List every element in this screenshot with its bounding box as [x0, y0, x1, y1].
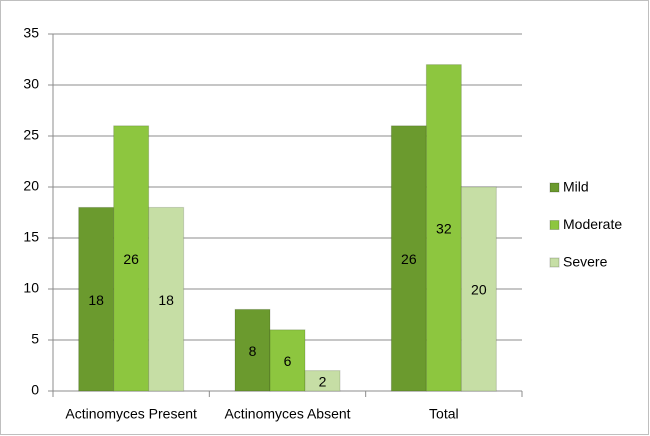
y-tick-label: 25 — [23, 127, 39, 143]
bar — [113, 125, 150, 392]
y-tick-label: 35 — [23, 25, 39, 41]
data-label: 8 — [249, 343, 257, 359]
bar — [390, 125, 427, 392]
y-tick-label: 15 — [23, 229, 39, 245]
legend-label: Mild — [563, 179, 589, 195]
bar — [148, 206, 185, 392]
data-label: 26 — [123, 251, 139, 267]
data-label: 18 — [158, 292, 174, 308]
x-tick-label: Actinomyces Present — [65, 406, 197, 422]
y-tick-label: 10 — [23, 280, 39, 296]
legend-label: Moderate — [563, 216, 622, 232]
data-label: 26 — [401, 251, 417, 267]
data-label: 18 — [88, 292, 104, 308]
y-tick-label: 30 — [23, 76, 39, 92]
y-tick-label: 20 — [23, 178, 39, 194]
legend-label: Severe — [563, 254, 608, 270]
bar — [460, 186, 497, 392]
x-tick-label: Total — [429, 406, 459, 422]
data-label: 20 — [471, 282, 487, 298]
legend-swatch — [549, 220, 560, 230]
bar — [269, 329, 306, 392]
y-tick-label: 0 — [31, 382, 39, 398]
bar — [234, 308, 271, 392]
bar — [425, 64, 462, 392]
data-label: 2 — [319, 374, 327, 390]
y-tick-label: 5 — [31, 331, 39, 347]
data-label: 6 — [284, 353, 292, 369]
x-tick-label: Actinomyces Absent — [224, 406, 350, 422]
legend-swatch — [549, 257, 560, 268]
data-label: 32 — [436, 221, 452, 237]
legend-swatch — [549, 182, 560, 193]
bar — [304, 370, 341, 392]
